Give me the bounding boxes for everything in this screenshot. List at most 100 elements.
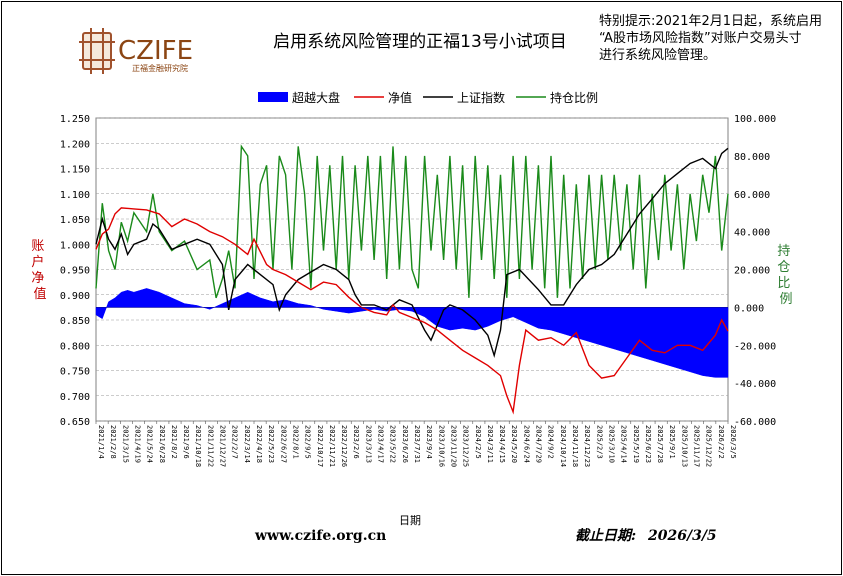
x-tick-label: 2021/10/18	[194, 425, 202, 467]
series-area-excess	[95, 288, 729, 378]
y-tick-label-right: -60.000	[734, 417, 776, 428]
x-tick-label: 2023/10/16	[437, 425, 445, 467]
brand-logo: CZIFE 正福金融研究院	[79, 28, 193, 74]
series-line-nav	[95, 207, 729, 415]
x-tick-label: 2026/2/2	[717, 425, 725, 459]
x-tick-label: 2024/6/24	[522, 425, 530, 463]
x-tick-label: 2025/9/1	[668, 425, 676, 459]
x-tick-label: 2025/11/17	[693, 425, 701, 467]
x-tick-label: 2021/9/6	[182, 425, 190, 459]
x-tick-label: 2025/7/28	[656, 425, 664, 463]
x-tick-label: 2022/4/18	[255, 425, 263, 463]
website-url[interactable]: www.czife.org.cn	[254, 528, 386, 544]
x-tick-label: 2024/9/2	[547, 425, 555, 459]
y-tick-label-left: 1.250	[60, 114, 90, 125]
y-axis-title-left-char-3: 值	[33, 286, 46, 302]
y-axis-title-left: 账 户 净 值	[31, 239, 48, 302]
x-tick-label: 2024/2/5	[474, 425, 482, 459]
x-tick-label: 2025/6/23	[644, 425, 652, 463]
legend: 超越大盘 净值 上证指数 持仓比例	[258, 90, 598, 105]
x-tick-label: 2021/2/8	[109, 425, 117, 459]
x-tick-label: 2023/2/6	[352, 425, 360, 459]
x-tick-label: 2024/12/23	[583, 425, 591, 467]
x-tick-label: 2021/3/15	[121, 425, 129, 463]
y-tick-label-left: 1.100	[60, 190, 90, 201]
x-tick-label: 2022/10/17	[316, 425, 324, 467]
y-tick-label-right: 40.000	[734, 228, 770, 239]
x-tick-label: 2024/11/18	[571, 425, 579, 467]
chart-title: 启用系统风险管理的正福13号小试项目	[273, 32, 567, 52]
x-tick-label: 2023/11/20	[449, 425, 457, 467]
x-tick-label: 2023/9/4	[425, 425, 433, 459]
x-tick-label: 2025/12/22	[705, 425, 713, 467]
notice-line-3: 进行系统风险管理。	[599, 48, 716, 63]
x-tick-label: 2021/4/19	[133, 425, 141, 463]
legend-label-position: 持仓比例	[550, 90, 598, 105]
x-tick-label: 2025/2/3	[595, 425, 603, 459]
x-tick-label: 2023/7/31	[413, 425, 421, 463]
x-tick-label: 2022/12/26	[340, 425, 348, 467]
x-tick-label: 2023/5/22	[389, 425, 397, 463]
logo-mark-icon	[79, 28, 115, 74]
x-tick-label: 2024/7/29	[535, 425, 543, 463]
x-tick-label: 2024/4/15	[498, 425, 506, 463]
brand-subname: 正福金融研究院	[132, 63, 188, 73]
x-tick-label: 2021/12/27	[219, 425, 227, 467]
x-tick-label: 2022/8/1	[291, 425, 299, 459]
y-tick-label-left: 0.900	[60, 291, 90, 302]
y-tick-label-right: 80.000	[734, 152, 770, 163]
series-line-index	[95, 147, 729, 358]
y-axis-title-right: 持 仓 比 例	[777, 244, 794, 307]
x-axis-title: 日期	[399, 514, 421, 527]
y-axis-title-left-char-2: 净	[31, 271, 44, 286]
y-tick-label-right: -40.000	[734, 379, 776, 390]
x-tick-label: 2021/6/28	[158, 425, 166, 463]
x-tick-label: 2023/6/26	[401, 425, 409, 463]
y-axis-title-right-char-3: 例	[779, 292, 792, 307]
notice-line-2: “A股市场风险指数”对账户交易头寸	[599, 30, 802, 46]
y-axis-title-right-char-0: 持	[777, 244, 790, 259]
deadline-label: 截止日期:	[575, 527, 636, 544]
y-axis-title-left-char-0: 账	[31, 239, 44, 254]
x-tick-label: 2022/5/23	[267, 425, 275, 463]
x-tick-label: 2024/10/14	[559, 425, 567, 467]
notice-block: 特别提示:2021年2月1日起，系统启用 “A股市场风险指数”对账户交易头寸 进…	[599, 13, 822, 63]
legend-label-nav: 净值	[388, 90, 412, 105]
y-axis-title-right-char-1: 仓	[777, 260, 790, 275]
y-tick-label-left: 1.200	[60, 139, 90, 150]
x-tick-label: 2021/5/24	[146, 425, 154, 463]
y-tick-label-right: 0.000	[734, 303, 764, 314]
x-tick-label: 2024/3/11	[486, 425, 494, 463]
y-tick-label-left: 0.650	[60, 417, 90, 428]
y-tick-label-right: -20.000	[734, 341, 776, 352]
legend-label-excess: 超越大盘	[292, 90, 340, 105]
y-tick-label-right: 20.000	[734, 266, 770, 277]
notice-line-1: 特别提示:2021年2月1日起，系统启用	[599, 13, 822, 29]
x-tick-label: 2025/10/13	[680, 425, 688, 467]
x-tick-label: 2023/3/13	[364, 425, 372, 463]
x-tick-label: 2025/5/19	[632, 425, 640, 463]
y-tick-label-left: 0.700	[60, 392, 90, 403]
brand-name: CZIFE	[118, 36, 193, 66]
x-tick-label: 2022/9/5	[304, 425, 312, 459]
y-tick-label-left: 0.750	[60, 367, 90, 378]
x-tick-label: 2021/8/2	[170, 425, 178, 459]
y-tick-label-left: 1.050	[60, 215, 90, 226]
y-tick-label-left: 0.950	[60, 266, 90, 277]
legend-label-index: 上证指数	[457, 90, 505, 105]
deadline-value: 2026/3/5	[647, 528, 717, 544]
x-tick-label: 2023/12/25	[462, 425, 470, 467]
legend-swatch-excess	[258, 92, 288, 102]
x-tick-label: 2026/3/5	[729, 425, 737, 459]
x-tick-label: 2024/5/20	[510, 425, 518, 463]
x-tick-label: 2022/11/21	[328, 425, 336, 467]
y-tick-label-left: 0.850	[60, 316, 90, 327]
y-tick-label-left: 1.150	[60, 165, 90, 176]
x-tick-label: 2022/6/27	[279, 425, 287, 463]
x-tick-label: 2025/4/14	[620, 425, 628, 463]
x-tick-label: 2022/3/14	[243, 425, 251, 463]
series-line-position	[95, 144, 729, 299]
plot-area: 1.250 1.200 1.150 1.100 1.050 1.000 0.950 0.900…	[60, 114, 776, 467]
y-tick-label-right: 60.000	[734, 190, 770, 201]
